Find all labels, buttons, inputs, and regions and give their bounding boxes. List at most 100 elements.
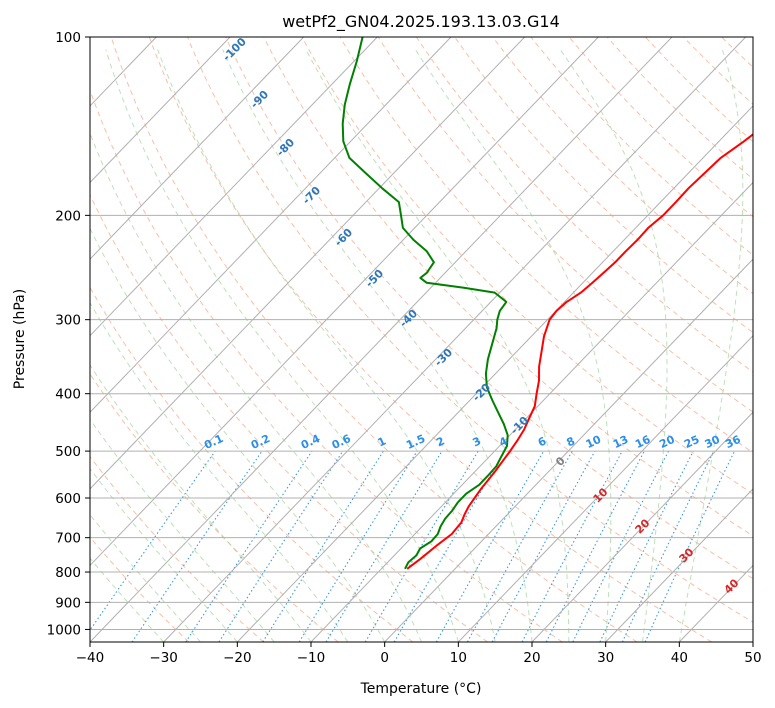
y-tick-label: 200 <box>55 208 81 224</box>
plot-frame <box>89 36 754 643</box>
isotherm-line <box>384 258 753 642</box>
y-tick-label: 300 <box>55 313 81 329</box>
dry-adiabat <box>90 536 190 642</box>
dry-adiabat <box>263 37 753 537</box>
y-tick-label: 1000 <box>47 622 81 638</box>
moist-adiabat <box>678 49 744 642</box>
moist-adiabat <box>559 49 668 642</box>
grid-lines <box>0 37 753 642</box>
mixing-ratio-label: 0.4 <box>299 432 322 452</box>
isotherm-label: -60 <box>332 226 355 249</box>
in-plot-labels: 0.1 0.2 0.4 0.6 1 1.5 2 3 4 6 8 10 13 16 20 25 30 36-100-… <box>202 35 743 597</box>
isotherm-line <box>90 37 452 413</box>
dry-adiabat <box>90 455 264 642</box>
temperature-line <box>406 133 753 570</box>
isotherm-line <box>90 37 305 260</box>
isotherm-line <box>90 37 673 642</box>
moist-adiabat <box>90 557 165 642</box>
dry-adiabat <box>683 37 753 106</box>
mixing-ratio-label: 2 <box>434 434 446 449</box>
isotherm-line <box>678 564 753 642</box>
mixing-ratio-line <box>298 450 418 642</box>
dry-adiabat <box>492 37 753 295</box>
isotherm-label: 30 <box>677 545 697 565</box>
dry-adiabat <box>301 37 753 495</box>
mixing-ratio-line <box>644 450 735 642</box>
isotherm-line <box>310 181 753 642</box>
x-tick-label: −40 <box>76 650 105 666</box>
isotherm-label: -50 <box>363 267 386 290</box>
mixing-ratio-line <box>131 450 263 642</box>
mixing-ratio-label: 0.2 <box>249 432 272 452</box>
moist-adiabat <box>90 301 349 642</box>
mixing-ratio-label: 25 <box>682 433 701 451</box>
mixing-ratio-line <box>572 450 670 642</box>
x-tick-label: 40 <box>671 650 688 666</box>
x-tick-label: 10 <box>450 650 467 666</box>
mixing-ratio-line <box>90 450 216 632</box>
moist-adiabat <box>90 418 275 642</box>
moist-adiabat <box>90 227 386 642</box>
x-tick-label: −10 <box>297 650 326 666</box>
x-tick-label: 30 <box>597 650 614 666</box>
dry-adiabat <box>606 37 753 180</box>
isotherm-label: 10 <box>591 485 611 505</box>
mixing-ratio-line <box>491 450 596 642</box>
isotherm-line <box>90 37 599 567</box>
dry-adiabat <box>530 37 753 256</box>
mixing-ratio-label: 3 <box>471 434 483 449</box>
mixing-ratio-line <box>621 450 715 642</box>
dry-adiabat <box>110 37 638 642</box>
dry-adiabat <box>721 37 753 68</box>
dry-adiabat <box>148 37 712 642</box>
y-tick-label: 700 <box>55 531 81 547</box>
isotherm-label: 0 <box>553 454 568 469</box>
isotherm-line <box>90 37 231 184</box>
isotherm-label: -70 <box>300 184 323 207</box>
isotherm-line <box>236 105 753 642</box>
dry-adiabat <box>454 37 753 334</box>
dry-adiabat <box>90 193 488 642</box>
mixing-ratio-line <box>545 450 645 642</box>
mixing-ratio-line <box>325 450 443 642</box>
mixing-ratio-label: 1 <box>376 434 388 449</box>
moist-adiabat <box>157 49 496 642</box>
isotherm-line <box>90 37 378 337</box>
moist-adiabat <box>90 513 201 642</box>
isotherm-line <box>163 37 747 642</box>
isotherm-line <box>531 411 753 642</box>
x-tick-label: −30 <box>149 650 178 666</box>
dry-adiabat <box>415 37 753 373</box>
moist-adiabat <box>105 49 459 642</box>
dry-adiabat <box>225 37 753 580</box>
isotherm-line <box>0 37 9 642</box>
dry-adiabat <box>568 37 753 218</box>
mixing-ratio-label: 16 <box>633 433 653 451</box>
x-axis: −40 −30 −20 −10 0 10 20 30 40 50 <box>76 642 762 666</box>
y-tick-label: 800 <box>55 565 81 581</box>
isotherm-label: -80 <box>274 136 297 159</box>
isotherm-line <box>457 334 753 642</box>
moist-adiabat <box>90 131 422 642</box>
isotherm-label: -100 <box>220 35 249 64</box>
mixing-ratio-label: 10 <box>584 433 604 451</box>
mixing-ratio-line <box>262 450 384 642</box>
x-tick-label: −20 <box>223 650 252 666</box>
x-tick-label: 50 <box>744 650 761 666</box>
moist-adiabat <box>305 49 570 642</box>
x-tick-label: 0 <box>380 650 389 666</box>
moist-adiabat <box>222 49 533 642</box>
mixing-ratio-label: 0.1 <box>202 432 225 452</box>
x-tick-label: 20 <box>523 650 540 666</box>
y-axis-title: Pressure (hPa) <box>12 289 28 389</box>
mixing-ratio-label: 30 <box>703 433 723 451</box>
moist-adiabat <box>90 467 238 642</box>
mixing-ratio-line <box>218 450 344 642</box>
moist-adiabat <box>90 364 312 642</box>
y-tick-label: 500 <box>55 444 81 460</box>
dry-adiabat <box>377 37 753 413</box>
mixing-ratio-line <box>467 450 573 642</box>
y-tick-label: 900 <box>55 595 81 611</box>
mixing-ratio-line <box>185 450 313 642</box>
